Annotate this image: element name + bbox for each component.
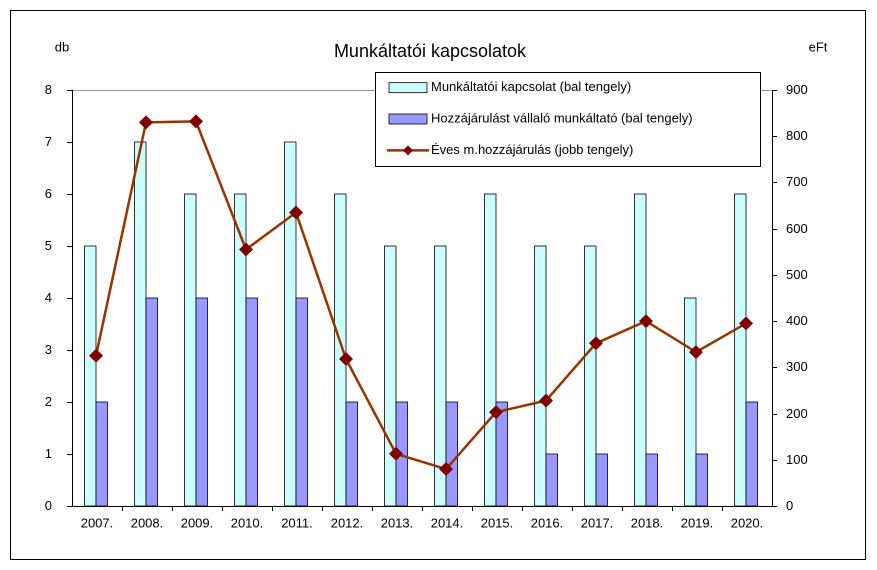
- x-tick-label: 2014.: [431, 515, 464, 530]
- bar: [295, 297, 308, 507]
- bar: [534, 245, 547, 507]
- y-tick-label: 3: [45, 342, 52, 357]
- x-tick-label: 2010.: [231, 515, 264, 530]
- line-marker: [139, 115, 153, 130]
- x-tick-label: 2017.: [581, 515, 614, 530]
- bar: [245, 297, 258, 507]
- bar: [584, 245, 597, 507]
- line-marker: [339, 352, 353, 367]
- legend-swatch: [388, 113, 428, 125]
- legend-label: Hozzájárulást vállaló munkáltató (bal te…: [431, 110, 693, 125]
- line-marker: [489, 405, 503, 420]
- bar: [84, 245, 97, 507]
- x-tick-label: 2013.: [381, 515, 414, 530]
- x-tick-label: 2008.: [131, 515, 164, 530]
- bar: [384, 245, 397, 507]
- y2-tick-label: 200: [786, 406, 808, 421]
- y2-tick-label: 400: [786, 313, 808, 328]
- y-tick-label: 8: [45, 82, 52, 97]
- line-marker: [439, 462, 453, 477]
- x-tick-label: 2009.: [181, 515, 214, 530]
- legend-swatch-marker: [403, 145, 413, 156]
- bar: [684, 297, 697, 507]
- legend-label: Éves m.hozzájárulás (jobb tengely): [431, 142, 633, 157]
- bar: [545, 453, 558, 507]
- y-tick-label: 7: [45, 134, 52, 149]
- y-tick-label: 1: [45, 446, 52, 461]
- y2-tick-label: 500: [786, 267, 808, 282]
- legend-label: Munkáltatói kapcsolat (bal tengely): [431, 79, 631, 94]
- bar: [234, 193, 247, 507]
- line-marker: [739, 316, 753, 331]
- bar: [334, 193, 347, 507]
- y-axis-label: db: [55, 39, 69, 54]
- x-tick-label: 2007.: [81, 515, 114, 530]
- line-marker: [89, 348, 103, 363]
- bar: [634, 193, 647, 507]
- line-marker: [689, 345, 703, 360]
- bar: [195, 297, 208, 507]
- bar: [184, 193, 197, 507]
- line-marker: [289, 205, 303, 220]
- bar: [434, 245, 447, 507]
- x-tick-label: 2016.: [531, 515, 564, 530]
- y-tick-label: 2: [45, 394, 52, 409]
- bar: [145, 297, 158, 507]
- bar: [95, 401, 108, 507]
- bar: [695, 453, 708, 507]
- bar: [445, 401, 458, 507]
- x-tick-label: 2018.: [631, 515, 664, 530]
- bar: [484, 193, 497, 507]
- line-marker: [589, 336, 603, 351]
- x-tick-label: 2015.: [481, 515, 514, 530]
- line-marker: [539, 393, 553, 408]
- legend-swatch: [388, 82, 428, 94]
- y2-axis-label: eFt: [809, 39, 828, 54]
- x-tick-label: 2011.: [281, 515, 313, 530]
- y-tick-label: 4: [45, 290, 52, 305]
- y2-tick-label: 600: [786, 221, 808, 236]
- line-marker: [239, 242, 253, 257]
- bar: [345, 401, 358, 507]
- y2-tick-label: 800: [786, 128, 808, 143]
- y2-tick-label: 0: [786, 498, 793, 513]
- y-tick-label: 6: [45, 186, 52, 201]
- y-tick-label: 0: [45, 498, 52, 513]
- x-tick-label: 2019.: [681, 515, 714, 530]
- bar: [734, 193, 747, 507]
- y2-tick-label: 900: [786, 82, 808, 97]
- y2-tick-label: 700: [786, 174, 808, 189]
- bar: [595, 453, 608, 507]
- bar: [645, 453, 658, 507]
- bar: [134, 141, 147, 507]
- bar: [495, 401, 508, 507]
- x-tick-label: 2020.: [731, 515, 764, 530]
- line: [94, 120, 747, 471]
- line-marker: [639, 314, 653, 329]
- x-tick-label: 2012.: [331, 515, 364, 530]
- bar: [745, 401, 758, 507]
- line-marker: [389, 446, 403, 461]
- line-marker: [189, 114, 203, 129]
- legend-box: [375, 72, 761, 167]
- y2-tick-label: 300: [786, 359, 808, 374]
- chart-title: Munkáltatói kapcsolatok: [334, 41, 527, 61]
- bar: [284, 141, 297, 507]
- y2-tick-label: 100: [786, 452, 808, 467]
- y-tick-label: 5: [45, 238, 52, 253]
